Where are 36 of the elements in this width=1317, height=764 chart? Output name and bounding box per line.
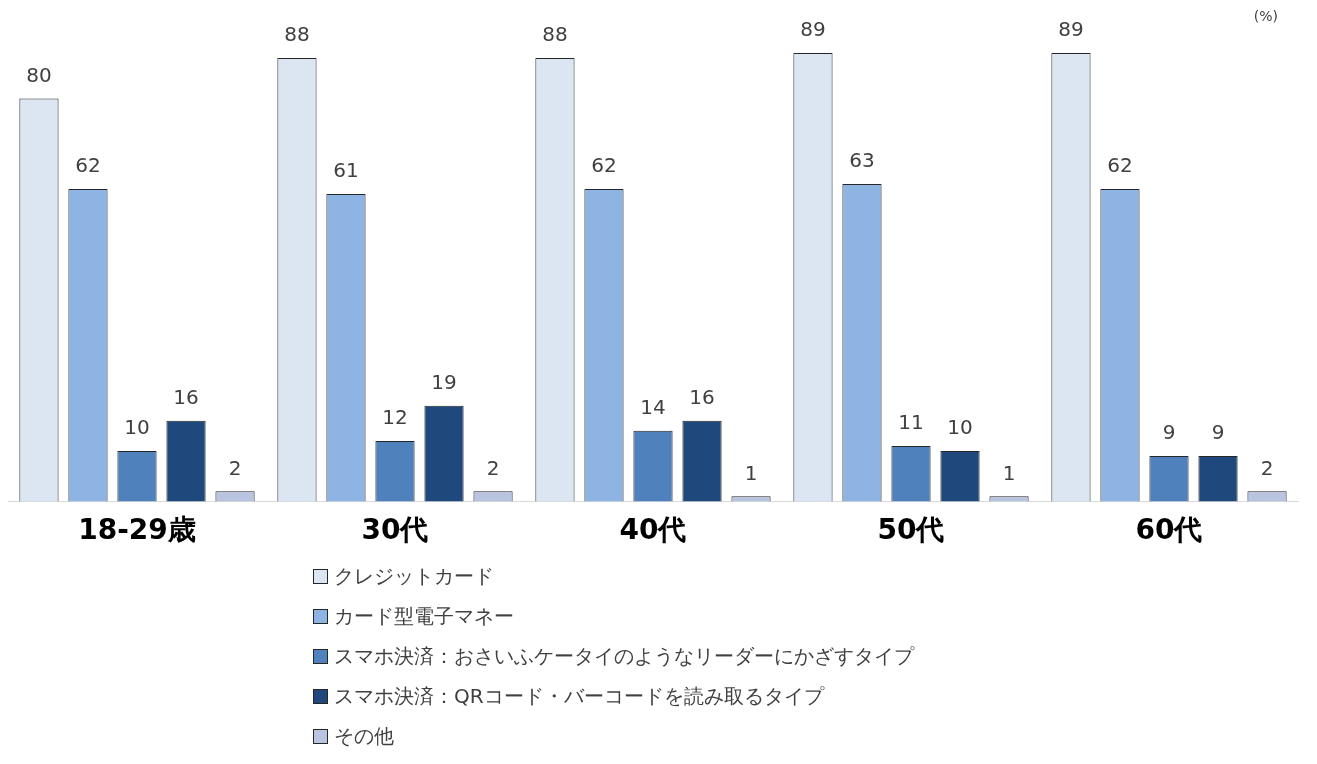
data-label: 2 <box>228 455 242 480</box>
legend-label: クレジットカード <box>334 563 494 590</box>
legend-label: スマホ決済：おさいふケータイのようなリーダーにかざすタイプ <box>334 643 914 670</box>
data-label: 9 <box>1162 420 1176 445</box>
data-label: 63 <box>849 148 875 173</box>
data-label: 62 <box>75 153 101 178</box>
data-label: 10 <box>947 415 973 440</box>
data-label: 89 <box>1058 17 1084 42</box>
data-label: 1 <box>1002 460 1016 485</box>
data-label: 80 <box>26 62 52 87</box>
legend-label: その他 <box>334 723 394 750</box>
data-label: 62 <box>591 153 617 178</box>
data-label: 12 <box>382 405 408 430</box>
x-tick-label: 50代 <box>877 513 945 547</box>
x-tick-label: 40代 <box>619 513 687 547</box>
data-label: 9 <box>1211 420 1225 445</box>
data-label: 19 <box>431 369 457 394</box>
data-label: 1 <box>744 460 758 485</box>
data-label: 11 <box>898 410 924 435</box>
x-tick-label: 18-29歳 <box>78 513 196 547</box>
data-label: 88 <box>284 22 310 47</box>
data-label: 2 <box>486 455 500 480</box>
data-label: 88 <box>542 22 568 47</box>
data-label: 61 <box>333 158 359 183</box>
data-label: 16 <box>689 385 715 409</box>
legend-label: カード型電子マネー <box>334 603 514 630</box>
x-tick-label: 60代 <box>1135 513 1203 547</box>
data-label: 14 <box>640 395 666 420</box>
x-tick-label: 30代 <box>361 513 429 547</box>
data-label: 62 <box>1107 153 1133 178</box>
data-label: 89 <box>800 17 826 42</box>
text: (%) <box>1253 7 1278 24</box>
data-label: 2 <box>1260 455 1274 480</box>
legend-label: スマホ決済：QRコード・バーコードを読み取るタイプ <box>334 683 824 710</box>
data-label: 10 <box>124 415 150 440</box>
data-label: 16 <box>173 385 199 409</box>
